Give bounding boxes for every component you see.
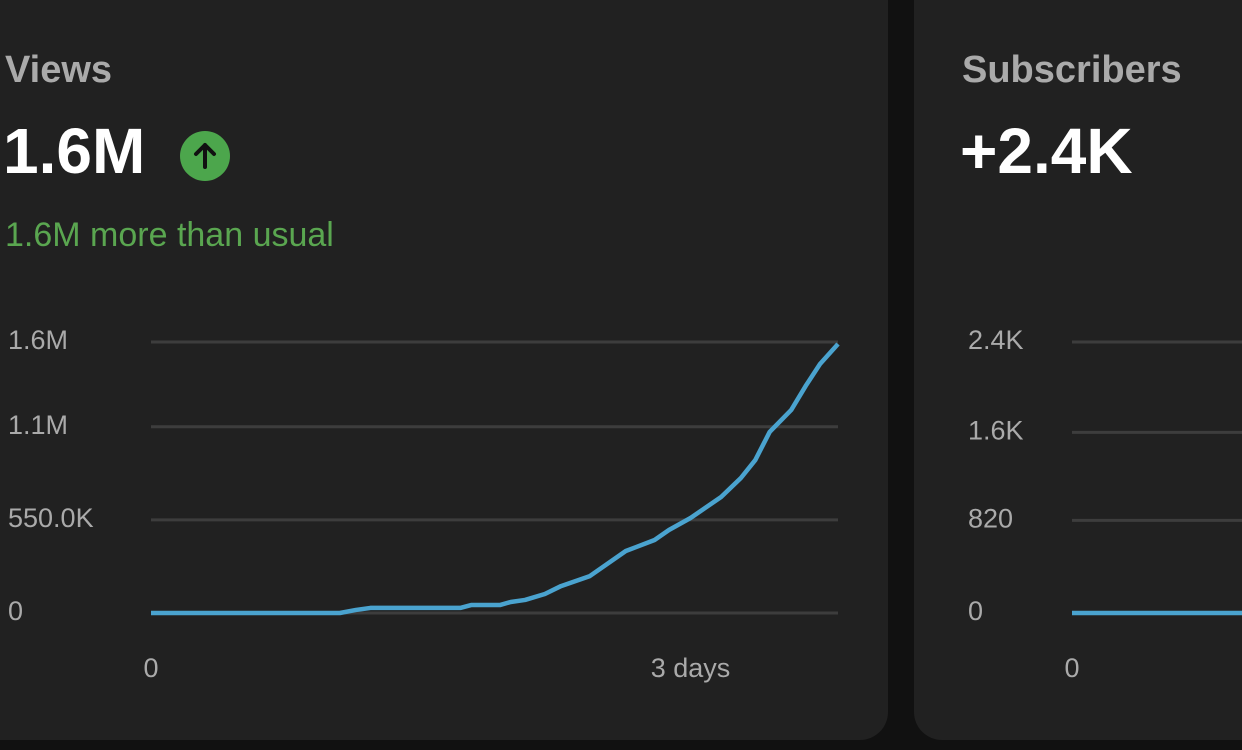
- line: [151, 342, 840, 616]
- y-tick-label: 0: [968, 596, 983, 626]
- x-tick-label: 3 days: [651, 653, 731, 683]
- x-tick-label: 0: [1064, 653, 1079, 683]
- up-arrow-icon: [180, 131, 230, 181]
- y-tick-label: 1.6M: [8, 325, 68, 355]
- card-value: 1.6M: [3, 115, 145, 187]
- y-tick-label: 0: [8, 596, 23, 626]
- y-tick-label: 820: [968, 504, 1013, 534]
- y-tick-label: 2.4K: [968, 325, 1024, 355]
- views-card: [0, 0, 888, 740]
- y-tick-label: 1.6K: [968, 415, 1024, 445]
- subscribers-card: [914, 0, 1242, 740]
- card-value: +2.4K: [960, 115, 1133, 187]
- y-tick-label: 550.0K: [8, 503, 94, 533]
- card-title: Views: [5, 49, 112, 91]
- card-title: Subscribers: [962, 49, 1182, 91]
- card-note: 1.6M more than usual: [5, 216, 334, 254]
- x-tick-label: 0: [143, 653, 158, 683]
- y-tick-label: 1.1M: [8, 410, 68, 440]
